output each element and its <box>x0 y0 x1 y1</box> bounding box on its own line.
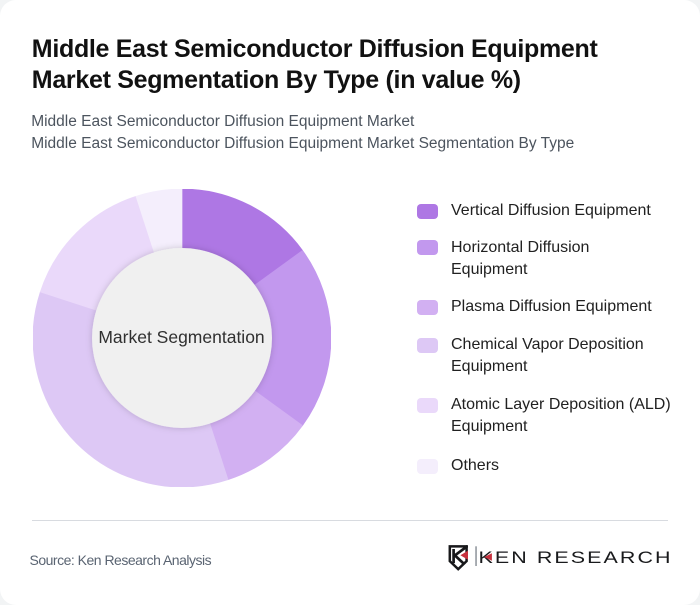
svg-text:KEN RESEARCH: KEN RESEARCH <box>479 549 673 567</box>
